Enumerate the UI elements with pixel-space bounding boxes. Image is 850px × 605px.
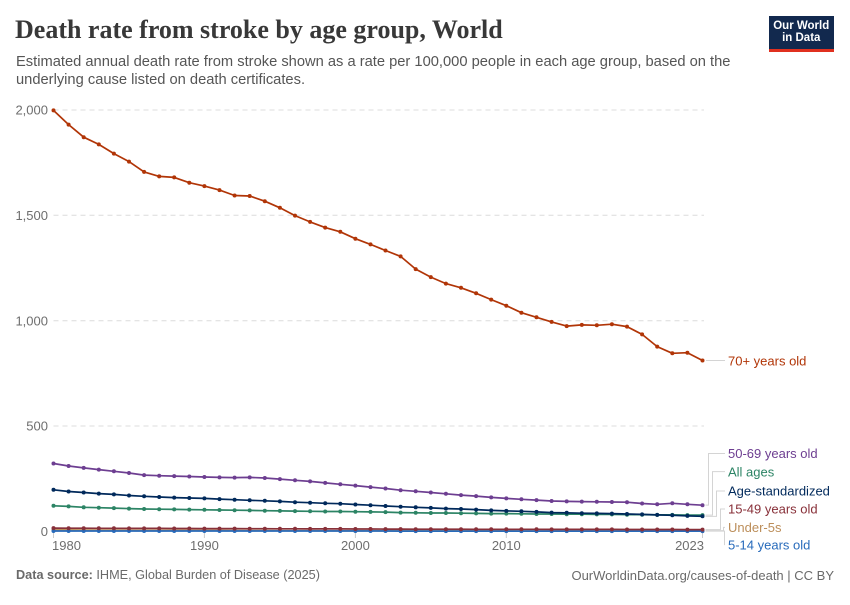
svg-text:50-69 years old: 50-69 years old <box>728 446 818 461</box>
svg-text:1990: 1990 <box>190 538 219 553</box>
svg-text:5-14 years old: 5-14 years old <box>728 537 810 552</box>
svg-text:15-49 years old: 15-49 years old <box>728 502 818 517</box>
svg-text:0: 0 <box>41 524 48 539</box>
svg-text:Age-standardized: Age-standardized <box>728 484 830 499</box>
svg-text:Under-5s: Under-5s <box>728 520 782 535</box>
svg-text:All ages: All ages <box>728 464 775 479</box>
svg-text:1,000: 1,000 <box>15 313 48 328</box>
svg-text:70+ years old: 70+ years old <box>728 354 806 369</box>
svg-text:2010: 2010 <box>492 538 521 553</box>
svg-text:2023: 2023 <box>675 538 704 553</box>
svg-text:1,500: 1,500 <box>15 208 48 223</box>
svg-text:500: 500 <box>26 419 48 434</box>
svg-text:1980: 1980 <box>52 538 81 553</box>
svg-text:2,000: 2,000 <box>15 103 48 118</box>
svg-text:2000: 2000 <box>341 538 370 553</box>
